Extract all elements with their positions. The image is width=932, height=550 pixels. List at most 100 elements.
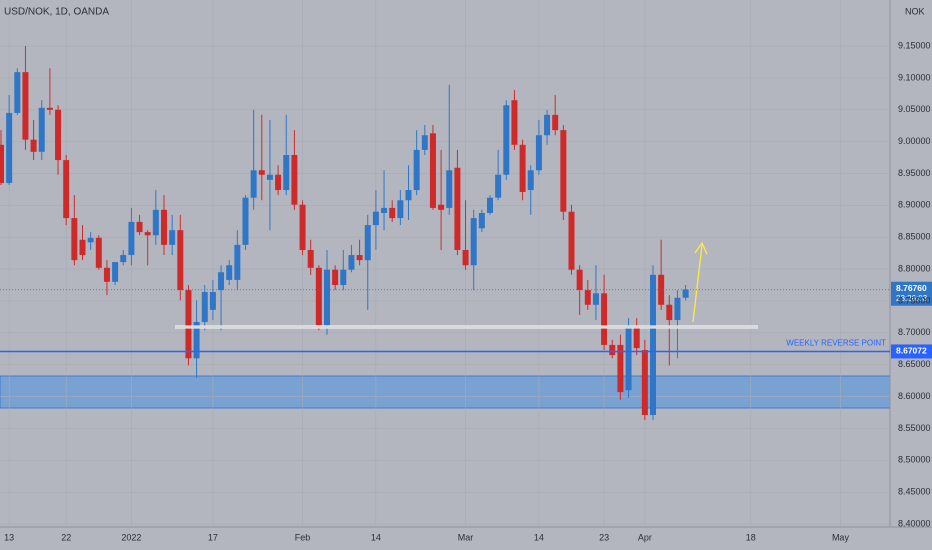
candle-body [544,114,551,136]
x-tick-label: 17 [208,532,218,542]
candle-body [650,274,656,416]
candle-body [95,237,102,268]
candle-body [584,290,591,305]
x-tick-label: Feb [295,532,311,542]
candle-body [364,225,371,261]
candle-body [185,290,192,359]
y-tick-label: 9.00000 [898,136,931,146]
y-tick-label: 8.40000 [898,518,931,528]
candle-body [372,211,379,226]
candle-body [258,170,265,175]
candle-body [332,269,339,286]
candle-body [478,212,485,229]
candle-body [55,109,62,161]
candle-body [275,174,282,191]
candle-body [527,170,534,191]
x-tick-label: 18 [746,532,756,542]
candle-body [201,292,208,322]
candle-body [283,154,290,191]
y-tick-label: 9.10000 [898,72,931,82]
candle-body [601,293,608,345]
candle-body [226,265,233,280]
candle-body [291,154,298,205]
arrow [692,241,708,323]
level-tag-text: 8.67072 [896,346,927,356]
candle-body [487,197,493,213]
candle-body [266,174,273,180]
candle-body [71,218,78,261]
currency-label: NOK [905,6,925,16]
candle-body [14,72,21,113]
x-tick-label: Apr [638,532,652,542]
arrow-head [694,241,708,255]
candle-body [470,218,477,266]
candle-body [315,267,322,326]
candle-body [79,239,86,256]
candle-body [617,344,624,393]
y-tick-label: 8.95000 [898,168,931,178]
candle-body [299,204,306,250]
candle-body [454,167,461,250]
candle-body [161,209,167,245]
y-tick-label: 8.60000 [898,391,931,401]
candle-body [22,72,29,140]
candle-body [136,221,143,233]
candle-body [112,262,119,282]
candle-body [38,107,45,152]
level-tag [891,344,932,359]
level-label: WEEKLY REVERSE POINT [786,339,886,348]
overlay: WEEKLY REVERSE POINT 8.67072 8.7676023:26:… [0,281,932,359]
x-tick-label: Mar [458,532,474,542]
y-tick-label: 8.90000 [898,200,931,210]
candle-body [462,249,469,266]
candle-body [609,344,616,356]
candle-body [625,327,632,391]
candle-body [0,144,4,184]
candle-body [242,197,249,245]
candle-body [30,139,37,152]
candle-body [413,149,420,191]
candle-body [340,269,347,286]
candle-body [348,255,355,270]
last-price-text: 8.76760 [896,283,927,293]
y-tick-label: 8.55000 [898,423,931,433]
candles [0,46,689,421]
candle-body [421,135,428,150]
candle-body [592,293,599,305]
candle-body [356,255,363,261]
countdown-text: 23:26:03 [896,294,928,303]
x-tick-label: 13 [4,532,14,542]
candle-body [120,255,127,263]
candle-body [658,274,665,305]
candle-body [633,327,640,349]
candle-body [535,135,542,171]
candle-body [495,174,502,198]
candle-body [674,297,681,321]
x-tick-label: May [832,532,850,542]
x-tick-label: 23 [599,532,609,542]
candle-body [560,130,567,212]
y-tick-label: 8.45000 [898,487,931,497]
y-tick-label: 8.80000 [898,263,931,273]
candle-body [389,207,396,219]
candle-body [503,105,510,175]
candle-body [128,221,135,256]
y-tick-label: 9.05000 [898,104,931,114]
support-zone [0,375,891,409]
candle-body [250,170,257,198]
candle-body [87,237,94,243]
candle-body [405,190,412,201]
x-tick-label: 22 [61,532,71,542]
candle-body [446,170,453,208]
candle-body [63,160,70,219]
candle-body [307,249,314,268]
y-tick-label: 8.70000 [898,327,931,337]
y-tick-label: 8.85000 [898,232,931,242]
candle-body [429,133,436,208]
candle-body [511,100,518,145]
candle-body [46,107,53,110]
candle-body [576,269,583,291]
x-tick-label: 14 [371,532,381,542]
candle-body [666,304,673,321]
